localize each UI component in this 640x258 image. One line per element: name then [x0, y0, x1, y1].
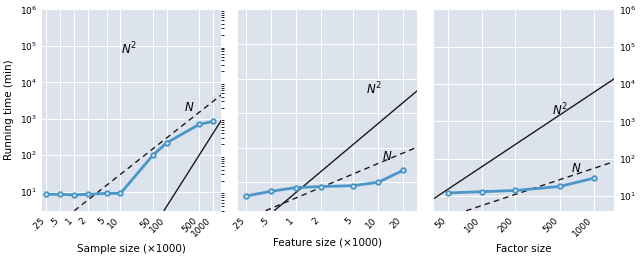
X-axis label: Feature size (×1000): Feature size (×1000) — [273, 238, 382, 248]
X-axis label: Factor size: Factor size — [496, 244, 552, 254]
Y-axis label: Running time (min): Running time (min) — [4, 60, 14, 160]
Text: $N^2$: $N^2$ — [366, 81, 382, 97]
Text: $N$: $N$ — [184, 101, 194, 114]
X-axis label: Sample size (×1000): Sample size (×1000) — [77, 244, 186, 254]
Text: $N^2$: $N^2$ — [120, 41, 137, 58]
Text: $N^2$: $N^2$ — [552, 102, 568, 118]
Text: $N$: $N$ — [572, 162, 582, 175]
Text: $N$: $N$ — [382, 150, 393, 163]
